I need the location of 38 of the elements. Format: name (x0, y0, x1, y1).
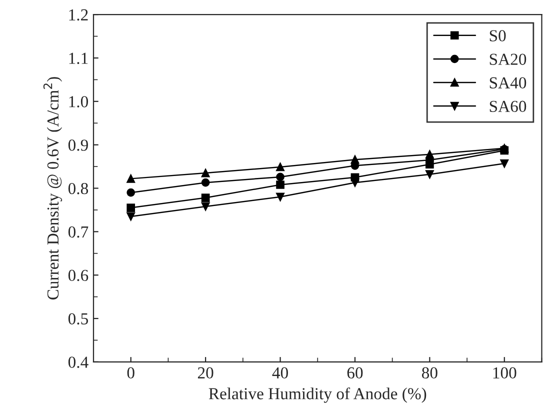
point (276, 172, 284, 182)
x-tick-label: 100 (493, 367, 516, 379)
y-tick-label: 0.5 (68, 313, 88, 325)
point (350, 155, 360, 164)
point (426, 150, 434, 159)
point (500, 159, 509, 168)
y-tick-label: 0.9 (68, 140, 88, 151)
y-axis-title: Current Density @ 0.6V (A/cm$^{2}$) (43, 77, 62, 300)
y-tick-label: 1.1 (69, 52, 88, 64)
legend-label: S0 (490, 30, 506, 42)
y-tick-label: 0.4 (68, 356, 88, 368)
point (201, 202, 210, 211)
x-tick-label: 60 (347, 367, 363, 379)
x-tick-label: 0 (127, 367, 134, 379)
point (350, 178, 360, 187)
x-axis-title: Relative Humidity of Anode (%) (208, 387, 426, 403)
y-tick-label: 1.0 (69, 96, 88, 108)
legend-label: SA60 (490, 100, 526, 112)
y-tick-label: 1.2 (69, 9, 88, 21)
point (201, 168, 210, 178)
point (126, 188, 136, 197)
point (126, 212, 136, 221)
x-tick-label: 40 (272, 367, 288, 379)
point (201, 178, 210, 187)
point (276, 180, 284, 189)
legend-label: SA40 (490, 77, 526, 88)
point (426, 170, 434, 179)
x-tick-label: 80 (422, 367, 438, 379)
y-tick-label: 0.7 (68, 226, 88, 238)
legend-label: SA20 (490, 54, 526, 65)
y-tick-label: 0.6 (68, 270, 88, 282)
point (126, 174, 136, 183)
y-tick-label: 0.8 (68, 182, 88, 194)
point (276, 192, 284, 202)
point (126, 204, 136, 212)
x-tick-label: 20 (198, 367, 214, 379)
point (201, 194, 210, 202)
point (276, 162, 284, 172)
